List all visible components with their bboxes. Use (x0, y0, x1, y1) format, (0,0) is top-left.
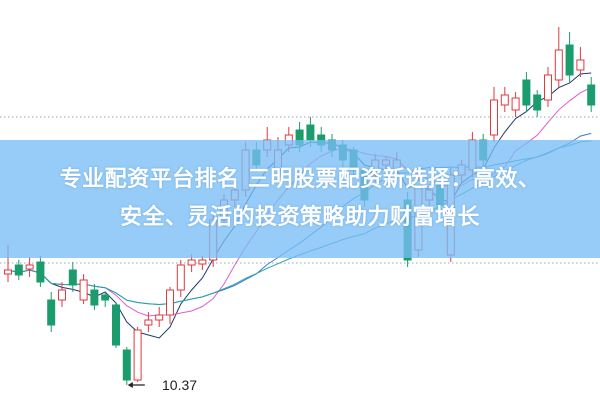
candle-up (198, 259, 207, 265)
candle-up (500, 94, 509, 106)
candle-down (47, 299, 56, 326)
candle-down (522, 79, 531, 106)
candle-down (14, 264, 23, 276)
candle-up (576, 59, 585, 71)
candle-down (587, 84, 596, 106)
candle-up (490, 99, 498, 136)
banner-title-line-2: 安全、灵活的投资策略助力财富增长 (119, 205, 480, 230)
candle-up (25, 264, 34, 270)
candle-up (544, 74, 552, 101)
candle-up (58, 289, 66, 301)
title-banner: 专业配资平台排名 三明股票配资新选择：高效、 安全、灵活的投资策略助力财富增长 (0, 140, 600, 258)
candle-up (144, 319, 153, 326)
candle-up (554, 49, 563, 81)
candle-down (90, 289, 99, 306)
banner-title-line-1: 专业配资平台排名 三明股票配资新选择：高效、 (59, 167, 541, 192)
candle-up (166, 289, 174, 316)
low-price-label: 10.37 (162, 377, 198, 393)
candle-up (511, 97, 520, 111)
candle-down (122, 349, 131, 381)
candle-up (176, 264, 185, 291)
candle-up (187, 259, 196, 266)
candle-up (4, 269, 12, 275)
candle-down (112, 304, 120, 346)
low-marker-arrow-icon (127, 382, 133, 388)
candle-down (306, 124, 315, 141)
candle-up (155, 314, 164, 321)
candle-down (533, 94, 542, 111)
candle-down (101, 294, 110, 301)
candle-down (565, 44, 574, 76)
candle-up (79, 279, 88, 301)
candle-up (133, 329, 142, 381)
candle-down (36, 261, 45, 283)
candle-down (68, 269, 77, 286)
